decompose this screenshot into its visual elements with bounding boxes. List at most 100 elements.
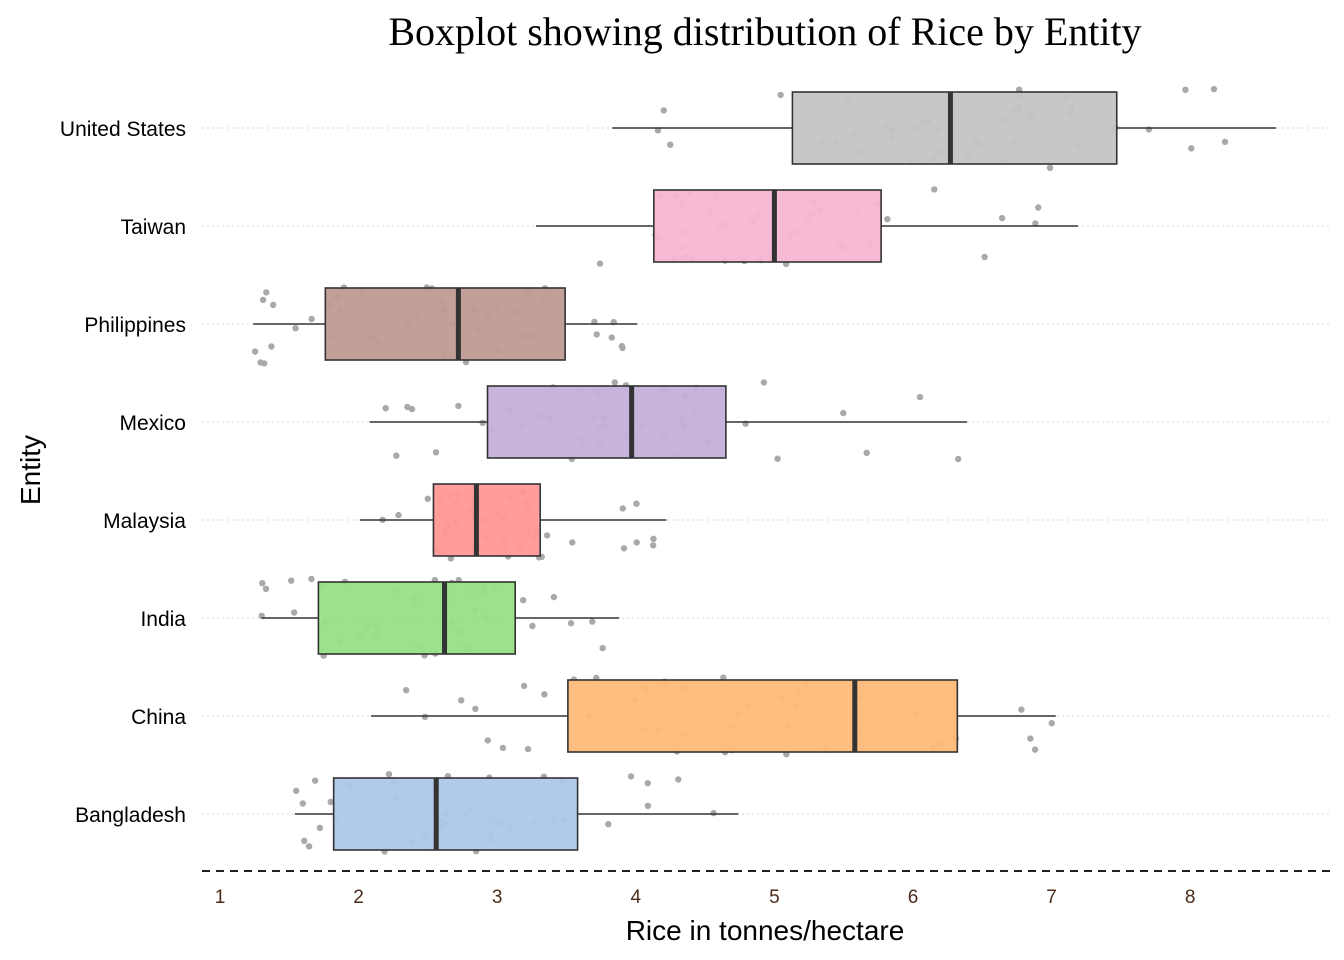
category-label-united-states: United States	[60, 118, 186, 141]
data-point	[1035, 204, 1042, 211]
y-axis-title: Entity	[15, 435, 46, 505]
data-point	[916, 393, 924, 401]
data-point	[455, 402, 462, 410]
data-point	[774, 455, 781, 462]
data-point	[382, 405, 389, 412]
category-labels: United States Taiwan Philippines Mexico Mala…	[60, 118, 186, 827]
data-point	[618, 342, 626, 350]
data-point	[567, 620, 575, 627]
box-philippines	[324, 287, 566, 361]
data-point	[259, 580, 266, 587]
data-point	[981, 253, 988, 261]
data-point	[299, 800, 306, 807]
x-tick-label: 2	[353, 887, 364, 908]
data-point	[589, 618, 596, 625]
category-label-malaysia: Malaysia	[103, 510, 186, 533]
data-point	[262, 585, 270, 592]
data-point	[633, 539, 640, 546]
data-point	[660, 107, 667, 114]
chart-title: Boxplot showing distribution of Rice by …	[388, 9, 1141, 54]
x-tick-label: 1	[215, 887, 226, 908]
data-point	[1027, 735, 1034, 742]
box-taiwan	[653, 189, 882, 263]
data-point	[931, 186, 938, 193]
data-point	[840, 409, 847, 417]
x-tick-label: 4	[631, 887, 642, 908]
x-axis-ticks: 1 2 3 4 5 6 7 8	[215, 887, 1196, 908]
data-point	[667, 141, 674, 148]
category-label-india: India	[140, 608, 186, 631]
x-tick-label: 5	[769, 887, 780, 908]
data-point	[305, 843, 313, 850]
data-point	[1182, 86, 1189, 94]
category-label-mexico: Mexico	[119, 412, 186, 435]
data-point	[649, 542, 657, 549]
data-point	[593, 331, 600, 338]
data-point	[268, 343, 275, 350]
data-point	[316, 824, 324, 832]
data-point	[543, 532, 551, 539]
data-point	[884, 216, 891, 223]
data-point	[541, 691, 548, 698]
data-point	[327, 798, 334, 806]
data-point	[308, 575, 315, 583]
box-india	[317, 581, 517, 655]
box-bangladesh	[332, 777, 579, 851]
x-tick-label: 7	[1046, 887, 1057, 908]
data-point	[251, 348, 259, 355]
data-point	[270, 301, 277, 309]
data-point	[308, 315, 315, 323]
data-point	[311, 777, 319, 784]
data-point	[293, 787, 300, 794]
data-point	[385, 771, 393, 778]
data-point	[479, 419, 486, 427]
data-point	[1048, 720, 1056, 727]
data-point	[404, 403, 411, 411]
x-tick-label: 3	[492, 887, 503, 908]
data-point	[620, 545, 628, 552]
data-point	[633, 500, 640, 507]
data-point	[1046, 164, 1054, 171]
data-point	[1031, 746, 1039, 753]
box-united-states	[791, 91, 1118, 165]
data-point	[395, 511, 402, 519]
data-point	[261, 360, 268, 367]
data-point	[608, 334, 615, 341]
data-point	[301, 837, 308, 844]
x-axis-title: Rice in tonnes/hectare	[626, 915, 905, 946]
data-point	[599, 644, 606, 652]
data-point	[1188, 145, 1195, 152]
data-point	[596, 260, 604, 267]
data-point	[619, 505, 626, 512]
data-point	[675, 776, 682, 783]
data-point	[777, 91, 784, 99]
data-point	[393, 452, 400, 459]
data-point	[447, 555, 455, 562]
data-point	[263, 289, 270, 296]
category-label-china: China	[131, 706, 186, 729]
data-point	[292, 325, 299, 332]
data-point	[472, 705, 479, 713]
data-point	[1018, 706, 1025, 713]
data-point	[1221, 138, 1229, 145]
boxes	[253, 91, 1277, 851]
category-label-bangladesh: Bangladesh	[75, 804, 186, 827]
data-point	[644, 802, 652, 809]
box-malaysia	[432, 483, 541, 557]
data-point	[1032, 220, 1039, 227]
x-tick-label: 8	[1185, 887, 1196, 908]
data-point	[403, 687, 410, 694]
x-tick-label: 6	[908, 887, 919, 908]
category-label-philippines: Philippines	[84, 314, 186, 337]
box-china	[567, 679, 959, 753]
data-point	[955, 455, 962, 463]
data-point	[710, 809, 717, 817]
data-point	[644, 780, 651, 787]
data-point	[484, 737, 491, 744]
category-label-taiwan: Taiwan	[121, 216, 186, 239]
data-point	[499, 744, 507, 752]
data-point	[520, 597, 527, 604]
data-point	[605, 821, 612, 828]
data-point	[291, 609, 298, 616]
